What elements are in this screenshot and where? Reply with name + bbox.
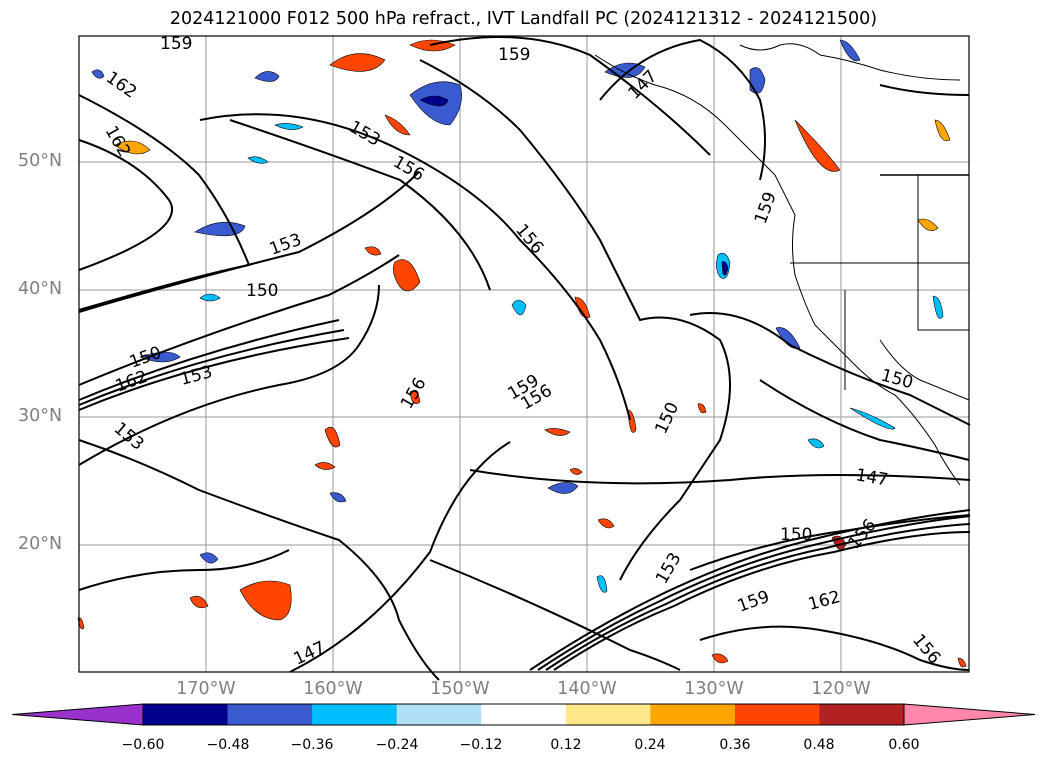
map-frame <box>78 35 970 673</box>
colorbar-tick-label: 0.60 <box>888 737 920 753</box>
contour-label: 159 <box>498 45 530 65</box>
colorbar-tick-label: 0.12 <box>550 737 582 753</box>
lon-label: 170°W <box>176 679 236 699</box>
contour-label: 159 <box>160 34 192 54</box>
colorbar-segment <box>734 704 820 725</box>
colorbar-tick-label: −0.36 <box>290 737 334 753</box>
colorbar-tick-label: −0.48 <box>206 737 250 753</box>
colorbar-tick-label: −0.12 <box>459 737 503 753</box>
map-title: 2024121000 F012 500 hPa refract., IVT La… <box>169 9 878 29</box>
contour-label: 156 <box>397 374 431 412</box>
contour-label: 159 <box>735 587 772 617</box>
contour-label: 147 <box>854 465 889 490</box>
contour-label: 150 <box>651 399 683 437</box>
colorbar <box>11 703 1036 726</box>
colorbar-segment <box>650 704 736 725</box>
contour-label: 162 <box>806 587 843 615</box>
lon-label: 150°W <box>430 679 490 699</box>
lon-label: 140°W <box>557 679 617 699</box>
contour-label-group: 159 162 162 153 156 159 156 153 150 150 … <box>101 34 945 670</box>
contour-label: 153 <box>652 549 686 587</box>
contour-label: 147 <box>291 638 329 670</box>
lon-label: 120°W <box>811 679 871 699</box>
contour-label: 162 <box>113 367 150 397</box>
colorbar-segment <box>312 704 398 725</box>
contour-label: 156 <box>908 630 944 668</box>
colorbar-extend-max <box>903 703 1036 726</box>
lat-label: 30°N <box>18 406 63 426</box>
colorbar-segment <box>396 704 482 725</box>
colorbar-segment <box>819 704 905 725</box>
gridlines <box>79 36 969 672</box>
colorbar-tick-label: 0.24 <box>634 737 666 753</box>
lat-label: 20°N <box>18 534 63 554</box>
lon-label: 160°W <box>303 679 363 699</box>
colorbar-tick-label: 0.36 <box>719 737 751 753</box>
contour-label: 153 <box>178 362 215 390</box>
colorbar-tick-label: 0.48 <box>803 737 835 753</box>
contour-label: 156 <box>511 220 547 258</box>
contour-label: 153 <box>110 419 148 455</box>
colorbar-segments <box>11 703 1036 726</box>
contour-label: 150 <box>780 525 812 545</box>
positive-anomaly-patches <box>77 39 967 668</box>
colorbar-segment <box>481 704 567 725</box>
contour-label: 159 <box>751 189 781 226</box>
contour-label: 150 <box>246 281 278 301</box>
contour-label: 162 <box>101 123 135 161</box>
colorbar-tick-label: −0.60 <box>121 737 165 753</box>
refractivity-contours <box>78 36 971 681</box>
colorbar-segment <box>227 704 313 725</box>
contour-label: 162 <box>102 68 140 103</box>
lat-label: 50°N <box>18 151 63 171</box>
colorbar-segment <box>565 704 651 725</box>
map-panel: 159 162 162 153 156 159 156 153 150 150 … <box>77 34 971 681</box>
colorbar-segment <box>143 704 229 725</box>
lat-label: 40°N <box>18 279 63 299</box>
coastlines <box>594 43 970 486</box>
contour-label: 153 <box>267 230 304 260</box>
negative-anomaly-patches <box>91 39 944 593</box>
contour-label: 153 <box>346 117 384 151</box>
colorbar-extend-min <box>11 703 144 726</box>
lon-label: 130°W <box>684 679 744 699</box>
colorbar-tick-label: −0.24 <box>375 737 419 753</box>
contour-label: 150 <box>127 343 164 373</box>
